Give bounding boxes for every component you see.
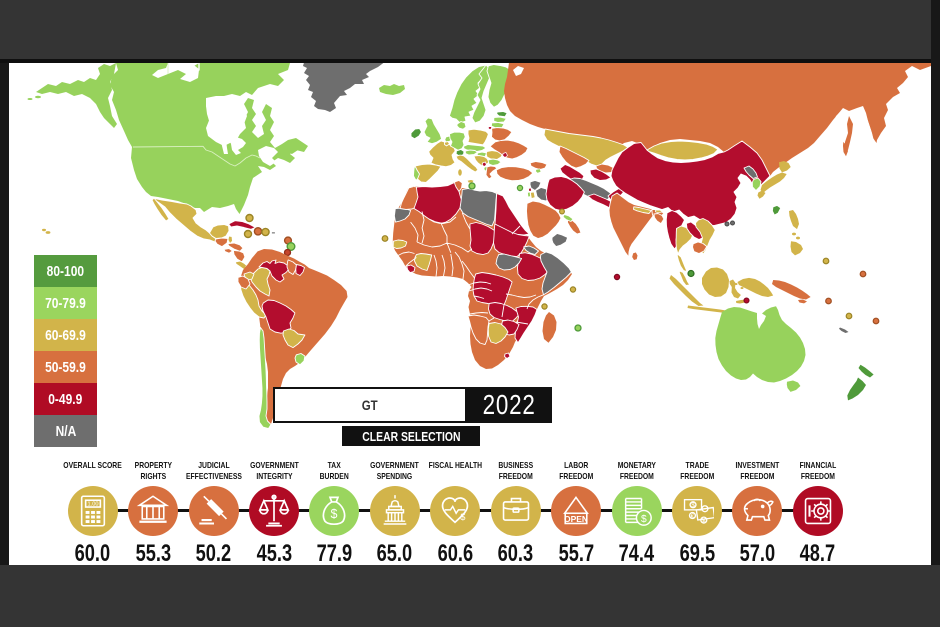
svg-text:$: $ (461, 512, 466, 522)
svg-text:OPEN: OPEN (564, 514, 588, 524)
svg-text:1.00: 1.00 (87, 502, 98, 508)
svg-text:$: $ (640, 514, 646, 525)
svg-text:¥: ¥ (702, 517, 706, 524)
svg-text:$: $ (691, 502, 695, 509)
svg-text:€: € (691, 513, 695, 520)
svg-text:$: $ (331, 507, 338, 521)
